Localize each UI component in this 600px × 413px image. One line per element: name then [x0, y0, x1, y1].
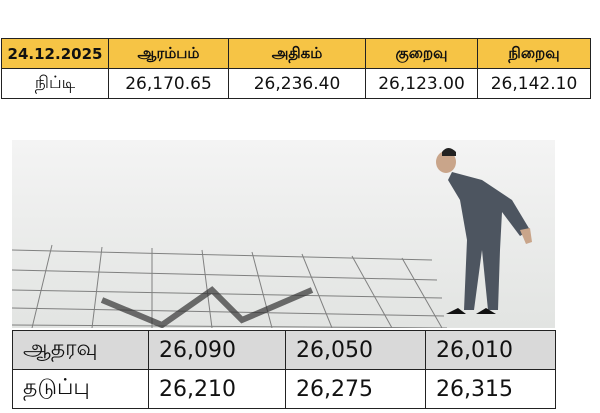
cell: ஆதரவு [12, 330, 149, 370]
cell: நிப்டி [1, 68, 109, 99]
header-row: 24.12.2025 ஆரம்பம் அதிகம் குறைவு நிறைவு [1, 38, 591, 69]
cell: 26,142.10 [477, 68, 591, 99]
header-cell: 24.12.2025 [1, 38, 109, 69]
cell: 26,010 [425, 330, 556, 370]
header-cell: குறைவு [365, 38, 478, 69]
illustration [12, 140, 555, 328]
data-row: நிப்டி 26,170.65 26,236.40 26,123.00 26,… [1, 68, 591, 99]
cell: 26,210 [148, 369, 286, 409]
header-cell: ஆரம்பம் [108, 38, 229, 69]
price-table: 24.12.2025 ஆரம்பம் அதிகம் குறைவு நிறைவு … [1, 38, 591, 99]
support-row: ஆதரவு 26,090 26,050 26,010 [12, 330, 556, 370]
cell: 26,050 [285, 330, 426, 370]
header-cell: நிறைவு [477, 38, 591, 69]
cell: 26,315 [425, 369, 556, 409]
resistance-row: தடுப்பு 26,210 26,275 26,315 [12, 369, 556, 409]
cell: 26,123.00 [365, 68, 478, 99]
cell: 26,090 [148, 330, 286, 370]
cell: 26,236.40 [228, 68, 366, 99]
cell: தடுப்பு [12, 369, 149, 409]
levels-table: ஆதரவு 26,090 26,050 26,010 தடுப்பு 26,21… [12, 330, 556, 409]
cell: 26,170.65 [108, 68, 229, 99]
cell: 26,275 [285, 369, 426, 409]
header-cell: அதிகம் [228, 38, 366, 69]
